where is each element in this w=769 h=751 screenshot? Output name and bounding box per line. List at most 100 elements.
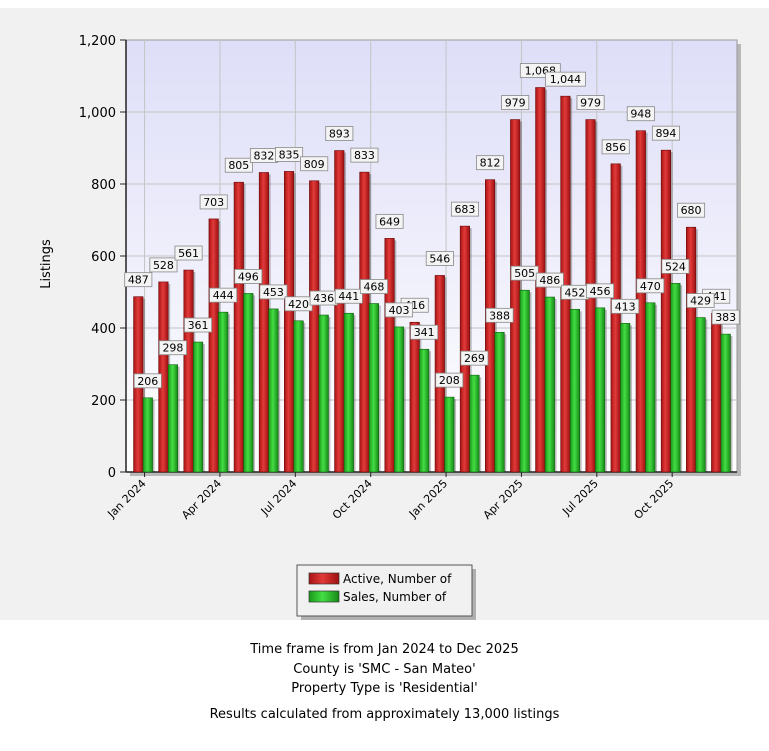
active-bar <box>334 150 345 473</box>
sales-bar <box>494 332 505 473</box>
data-label-box <box>626 106 655 122</box>
data-label-box <box>677 202 706 218</box>
data-label-box <box>334 288 363 304</box>
data-label-box <box>636 278 665 294</box>
data-label-box <box>234 269 263 284</box>
data-label-box <box>133 373 162 389</box>
y-tick-label: 200 <box>91 394 116 409</box>
data-label: 893 <box>329 128 350 141</box>
data-label: 809 <box>304 158 325 171</box>
data-label-box <box>425 251 454 266</box>
data-label: 383 <box>715 311 736 324</box>
data-label-box <box>124 272 153 288</box>
active-bar <box>359 171 370 473</box>
sales-bar <box>645 302 656 473</box>
x-tick-label: Apr 2024 <box>179 477 224 522</box>
active-bar <box>284 171 295 473</box>
sales-bar <box>243 293 254 473</box>
active-bar <box>208 218 219 473</box>
data-label: 496 <box>238 270 259 283</box>
data-label: 805 <box>228 159 249 172</box>
data-label: 453 <box>263 286 284 299</box>
data-label-box <box>460 350 489 366</box>
data-label-box <box>545 71 586 87</box>
x-tick-label: Oct 2025 <box>631 477 676 522</box>
data-label: 420 <box>288 298 309 311</box>
data-label-box <box>184 317 213 333</box>
results-note: Results calculated from approximately 13… <box>209 706 560 722</box>
data-label: 361 <box>188 319 209 332</box>
data-label: 524 <box>665 260 686 273</box>
data-label: 441 <box>338 290 359 303</box>
legend: Active, Number of Sales, Number of <box>296 564 476 620</box>
data-label: 413 <box>615 300 636 313</box>
data-label: 456 <box>590 285 611 298</box>
data-label: 436 <box>313 292 334 305</box>
legend-swatch-active <box>308 572 340 585</box>
y-tick-label: 0 <box>108 466 116 481</box>
data-label: 979 <box>580 97 601 110</box>
data-label: 683 <box>454 203 475 216</box>
data-label: 452 <box>564 286 585 299</box>
x-tick-label: Jan 2024 <box>105 477 149 521</box>
sales-bar <box>318 314 329 473</box>
y-tick-label: 800 <box>91 178 116 193</box>
active-bar <box>510 119 521 473</box>
x-tick-label: Jan 2025 <box>406 477 450 521</box>
x-tick-label: Jul 2025 <box>559 477 601 519</box>
x-tick-label: Jul 2024 <box>258 477 300 519</box>
sales-bar <box>343 312 354 473</box>
active-bar <box>711 312 722 473</box>
active-bar <box>233 181 244 473</box>
active-bar <box>459 225 470 473</box>
data-label-box <box>199 194 228 210</box>
data-label-box <box>209 287 238 303</box>
data-label: 649 <box>379 215 400 228</box>
data-label: 703 <box>203 196 224 209</box>
data-label-box <box>586 283 615 299</box>
data-label-box <box>485 307 514 323</box>
data-label-box <box>259 284 288 300</box>
data-label: 444 <box>213 289 234 302</box>
chart-panel: 0 200 400 600 800 1,000 1,200 Jan 2024 Apr 2024 J… <box>0 8 769 620</box>
sales-bar <box>293 320 304 473</box>
data-label: 298 <box>162 342 183 355</box>
data-label: 894 <box>655 127 676 140</box>
active-bar <box>409 321 420 473</box>
sales-bar <box>695 317 706 473</box>
x-tick-label: Oct 2024 <box>330 477 375 522</box>
sales-bar <box>167 364 178 473</box>
data-label-box <box>385 302 414 318</box>
sales-bar <box>193 341 204 473</box>
data-label-box <box>611 298 640 314</box>
sales-bar <box>268 308 279 473</box>
data-label: 470 <box>640 280 661 293</box>
legend-label-sales: Sales, Number of <box>343 590 447 604</box>
data-label: 429 <box>690 295 711 308</box>
data-label-box <box>601 139 630 155</box>
sales-bar <box>142 397 153 473</box>
data-label: 487 <box>128 274 149 287</box>
sales-bar <box>469 374 480 473</box>
data-label: 208 <box>439 374 460 387</box>
data-label: 833 <box>354 149 375 162</box>
sales-bar <box>218 311 229 473</box>
data-label: 561 <box>178 247 199 260</box>
y-tick-label: 600 <box>91 250 116 265</box>
y-tick-label: 1,000 <box>79 106 116 121</box>
active-bar <box>183 269 194 473</box>
sales-bar <box>394 326 405 473</box>
data-label-box <box>661 258 690 274</box>
data-label-box <box>651 125 680 141</box>
timeframe-note: Time frame is from Jan 2024 to Dec 2025 <box>250 642 519 657</box>
county-note: County is 'SMC - San Mateo' <box>293 661 476 677</box>
active-bar <box>610 163 621 473</box>
data-label-box <box>576 95 605 110</box>
active-bar <box>485 179 496 473</box>
data-label: 486 <box>539 274 560 287</box>
sales-bar <box>544 296 555 473</box>
data-label-box <box>410 324 439 340</box>
data-label: 680 <box>681 204 702 217</box>
data-label-box <box>275 146 304 162</box>
